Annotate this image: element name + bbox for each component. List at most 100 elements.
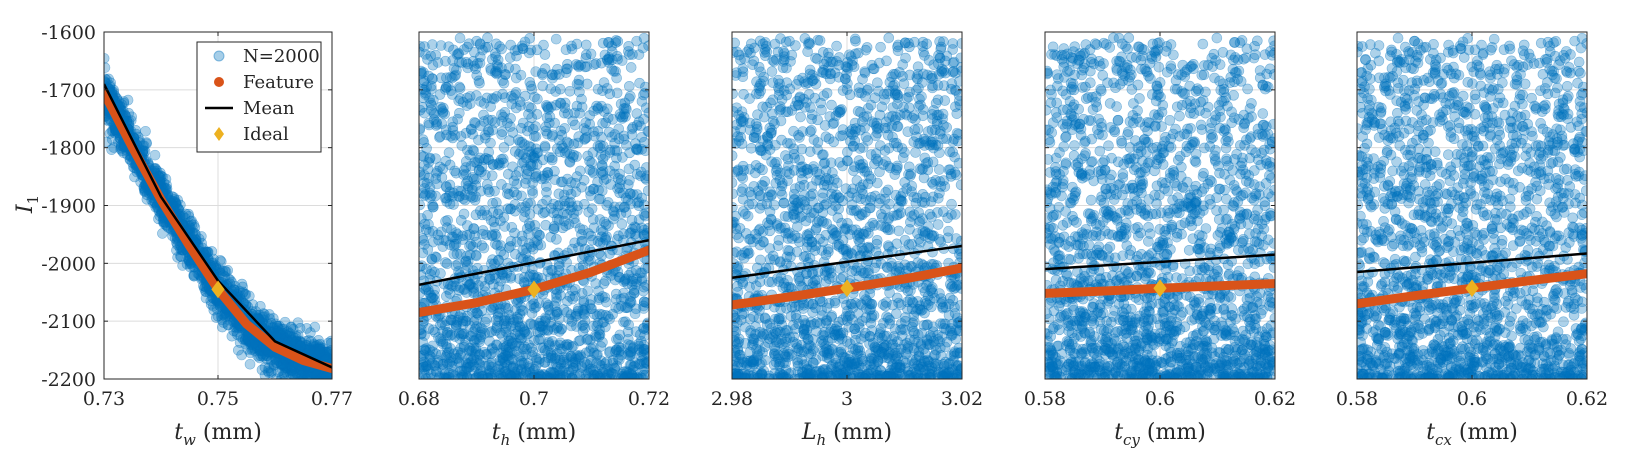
sample-point: [503, 342, 515, 354]
x-tick-label: 0.73: [83, 388, 125, 410]
sample-point: [638, 209, 649, 220]
sample-point: [275, 358, 287, 369]
sample-point: [274, 330, 286, 342]
sample-point: [625, 359, 637, 371]
sample-point: [501, 183, 513, 194]
sample-point: [525, 241, 537, 253]
x-axis-label-t_w: tw (mm): [174, 420, 262, 449]
sample-point: [600, 296, 612, 308]
sample-point: [459, 194, 471, 206]
sample-point: [541, 194, 552, 206]
sample-point: [498, 315, 510, 326]
sample-point: [486, 343, 498, 355]
sample-point: [584, 358, 596, 369]
sample-point: [218, 309, 230, 321]
sample-point: [273, 356, 285, 367]
sample-point: [447, 369, 458, 379]
sample-point: [459, 284, 470, 295]
sample-point: [151, 165, 163, 177]
sample-point: [309, 369, 321, 379]
sample-point: [633, 49, 645, 60]
sample-point: [434, 131, 446, 142]
sample-point: [482, 32, 493, 44]
sample-point: [313, 335, 324, 346]
sample-point: [602, 368, 614, 379]
sample-point: [629, 372, 640, 379]
sample-point: [448, 248, 460, 260]
sample-point: [189, 227, 200, 239]
sample-point: [296, 381, 306, 391]
sample-point: [567, 373, 578, 379]
sample-point: [160, 184, 172, 196]
sample-point: [269, 353, 281, 364]
sample-point: [596, 131, 607, 143]
sample-point: [478, 116, 490, 127]
sample-point: [574, 107, 585, 119]
sample-point: [258, 314, 269, 326]
sample-point: [161, 220, 173, 232]
sample-point: [637, 365, 649, 377]
sample-point: [172, 239, 183, 251]
sample-point: [492, 311, 504, 322]
sample-point: [465, 123, 477, 135]
sample-point: [108, 142, 120, 153]
sample-point: [548, 198, 559, 210]
sample-point: [512, 44, 524, 56]
sample-point: [518, 156, 530, 168]
sample-point: [461, 287, 472, 298]
sample-point: [174, 242, 186, 253]
sample-point: [460, 256, 471, 268]
sample-point: [636, 273, 648, 284]
sample-point: [185, 261, 196, 273]
sample-point: [426, 254, 438, 265]
sample-point: [104, 74, 112, 86]
sample-point: [225, 274, 236, 286]
sample-point: [498, 351, 509, 363]
sample-point: [237, 281, 248, 293]
sample-point: [471, 70, 483, 81]
sample-point: [166, 191, 178, 202]
sample-point: [311, 368, 323, 379]
sample-point: [594, 214, 606, 225]
sample-point: [555, 337, 566, 349]
sample-point: [226, 276, 237, 288]
sample-point: [264, 313, 276, 325]
sample-point: [420, 284, 432, 296]
sample-point: [445, 343, 456, 354]
sample-point: [270, 357, 282, 368]
sample-point: [489, 366, 501, 378]
sample-point: [442, 214, 453, 226]
sample-point: [516, 304, 528, 316]
sample-point: [276, 364, 288, 376]
sample-point: [263, 367, 275, 378]
sample-point: [505, 271, 517, 282]
sample-point: [267, 323, 279, 335]
sample-point: [640, 356, 649, 368]
sample-point: [312, 372, 323, 379]
sample-point: [640, 102, 649, 114]
sample-point: [490, 38, 502, 50]
sample-point: [272, 325, 283, 337]
sample-point: [436, 104, 447, 115]
sample-point: [419, 362, 428, 373]
sample-point: [594, 324, 605, 336]
sample-point: [440, 81, 452, 93]
sample-point: [309, 346, 321, 358]
sample-point: [206, 246, 218, 257]
sample-point: [294, 373, 306, 379]
sample-point: [586, 303, 597, 314]
sample-point: [516, 137, 528, 148]
sample-point: [633, 358, 645, 370]
sample-point: [571, 171, 583, 182]
sample-point: [513, 166, 525, 177]
sample-point: [600, 321, 611, 333]
sample-point: [310, 347, 321, 359]
sample-point: [427, 340, 438, 352]
sample-point: [489, 221, 501, 233]
sample-point: [583, 255, 594, 267]
sample-point: [568, 138, 580, 150]
sample-point: [625, 291, 636, 302]
sample-point: [497, 75, 508, 86]
sample-point: [800, 215, 812, 227]
sample-point: [430, 365, 442, 377]
